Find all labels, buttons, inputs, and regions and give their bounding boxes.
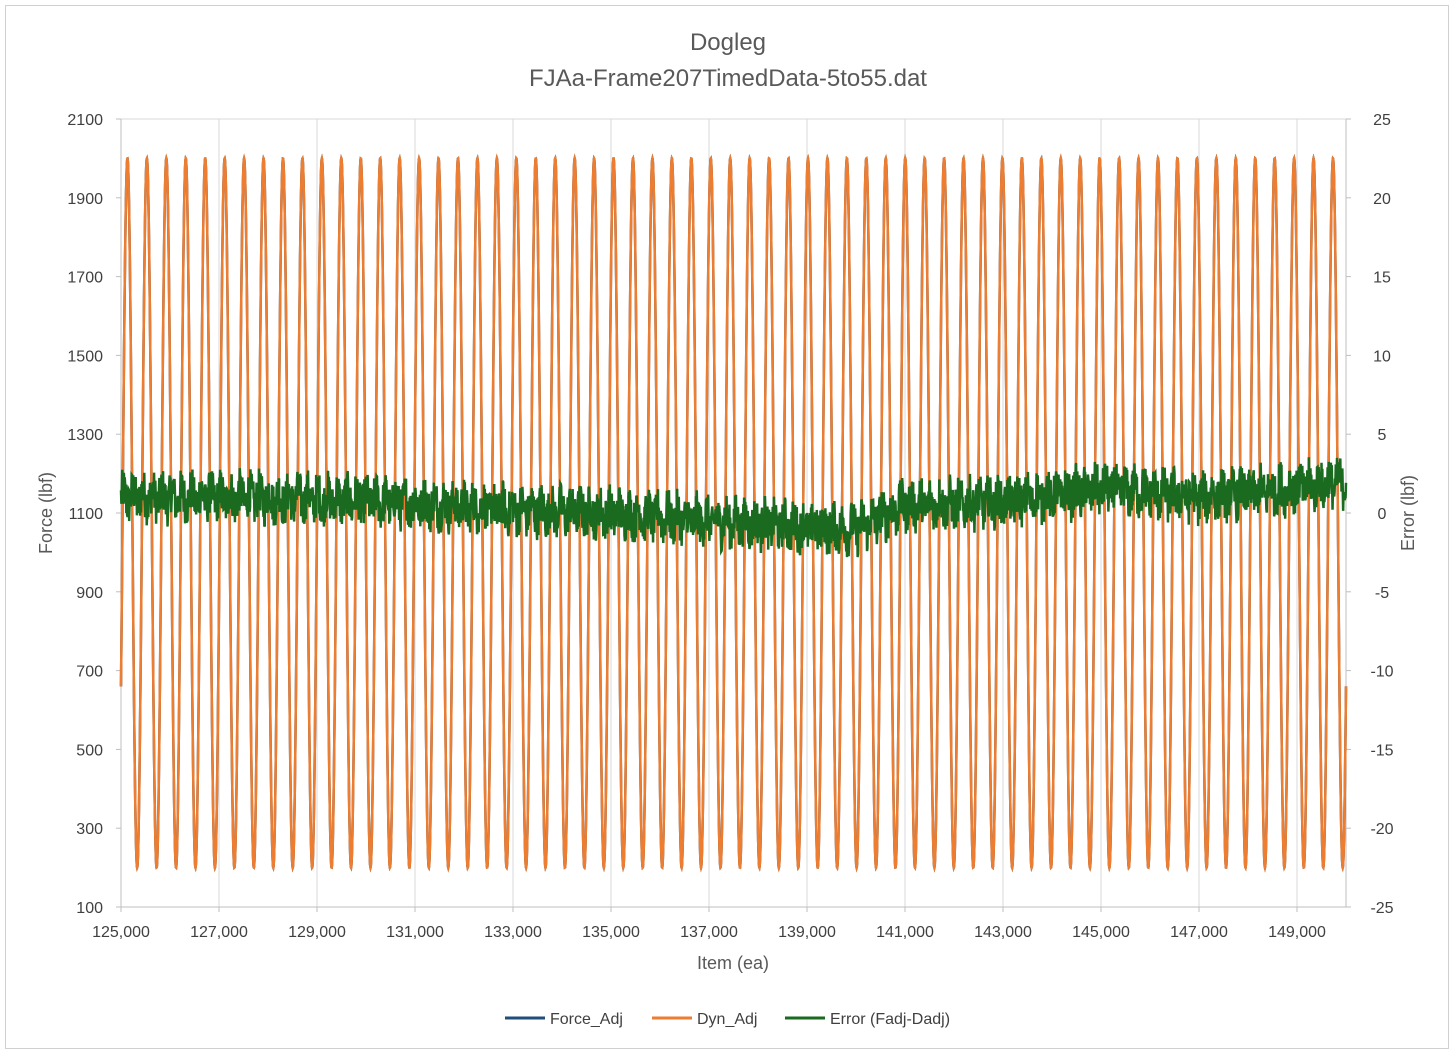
y-tick-label: 1300 xyxy=(67,427,103,444)
chart-title: Dogleg xyxy=(690,29,766,56)
x-tick-label: 147,000 xyxy=(1170,924,1228,941)
x-tick-label: 143,000 xyxy=(974,924,1032,941)
y-axis-label: Force (lbf) xyxy=(36,472,56,554)
y-tick-label: 300 xyxy=(76,821,103,838)
chart-subtitle: FJAa-Frame207TimedData-5to55.dat xyxy=(529,65,927,92)
y2-tick-label: -5 xyxy=(1375,585,1389,602)
x-tick-label: 149,000 xyxy=(1268,924,1326,941)
y-tick-label: 2100 xyxy=(67,112,103,129)
y-tick-label: 500 xyxy=(76,742,103,759)
x-tick-label: 141,000 xyxy=(876,924,934,941)
x-tick-label: 133,000 xyxy=(484,924,542,941)
y-axis-ticks: 2100 1900 1700 1500 1300 1100 900 700 500 300 100 xyxy=(67,112,121,917)
y-tick-label: 1500 xyxy=(67,348,103,365)
y-tick-label: 1700 xyxy=(67,270,103,287)
y-tick-label: 1100 xyxy=(69,506,104,523)
legend-label-dyn-adj: Dyn_Adj xyxy=(697,1011,757,1028)
x-tick-label: 131,000 xyxy=(386,924,444,941)
y-tick-label: 1900 xyxy=(67,191,103,208)
x-tick-label: 125,000 xyxy=(92,924,150,941)
legend-label-force-adj: Force_Adj xyxy=(550,1011,623,1028)
y2-axis-label: Error (lbf) xyxy=(1398,475,1418,551)
y2-tick-label: 20 xyxy=(1373,191,1391,208)
series-line-error xyxy=(119,457,1348,558)
x-tick-label: 137,000 xyxy=(680,924,738,941)
series-line-dyn-adj xyxy=(119,153,1348,873)
x-tick-label: 129,000 xyxy=(288,924,346,941)
y2-axis-ticks: 25 20 15 10 5 0 -5 -10 -15 -20 -25 xyxy=(1346,112,1394,917)
y2-tick-label: 25 xyxy=(1373,112,1391,129)
y2-tick-label: 5 xyxy=(1378,427,1387,444)
legend: Force_Adj Dyn_Adj Error (Fadj-Dadj) xyxy=(505,1011,950,1028)
y2-tick-label: 15 xyxy=(1373,270,1391,287)
y-tick-label: 900 xyxy=(76,585,103,602)
x-axis-label: Item (ea) xyxy=(697,953,769,973)
y2-tick-label: -20 xyxy=(1370,821,1393,838)
legend-label-error: Error (Fadj-Dadj) xyxy=(830,1011,950,1028)
y2-tick-label: 0 xyxy=(1378,506,1387,523)
y2-tick-label: 10 xyxy=(1373,348,1391,365)
series-group xyxy=(119,153,1348,873)
y2-tick-label: -10 xyxy=(1370,664,1393,681)
y-tick-label: 700 xyxy=(76,664,103,681)
x-tick-label: 127,000 xyxy=(190,924,248,941)
y2-tick-label: -25 xyxy=(1370,900,1393,917)
y2-tick-label: -15 xyxy=(1370,742,1393,759)
x-axis-ticks: 125,000 127,000 129,000 131,000 133,000 135,0… xyxy=(92,907,1326,941)
x-tick-label: 135,000 xyxy=(582,924,640,941)
x-tick-label: 139,000 xyxy=(778,924,836,941)
y-tick-label: 100 xyxy=(76,900,103,917)
x-tick-label: 145,000 xyxy=(1072,924,1130,941)
